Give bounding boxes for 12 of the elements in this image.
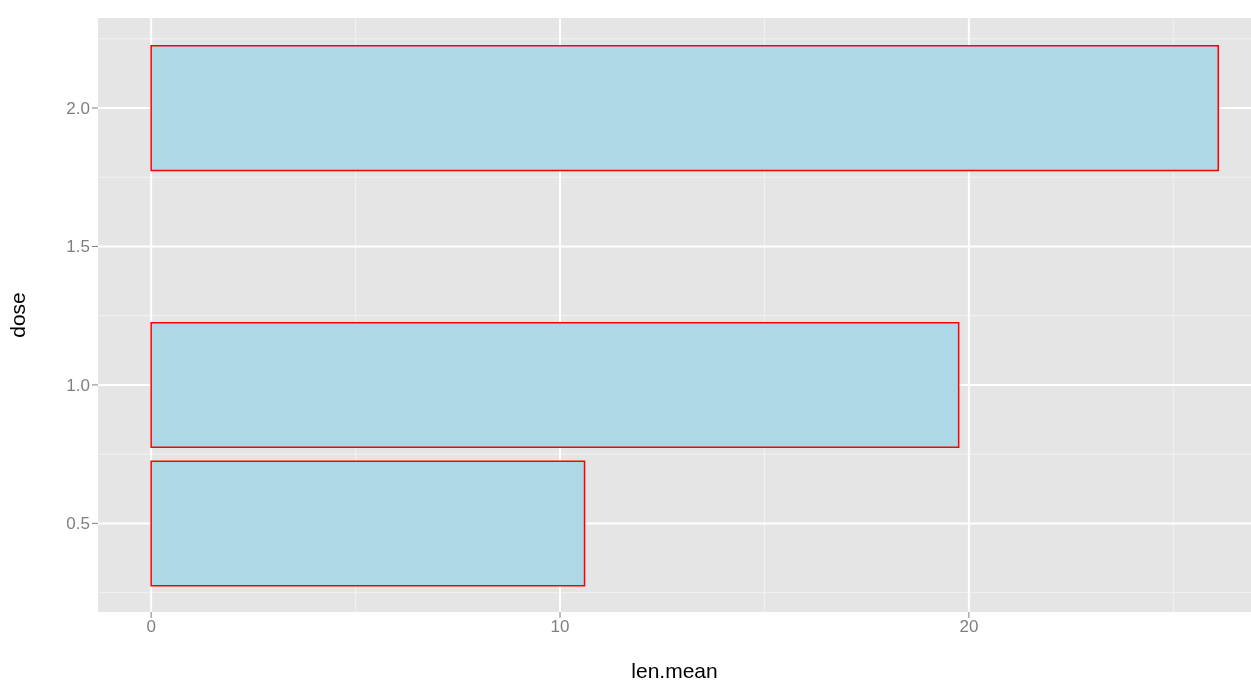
x-tick-label: 20 (959, 617, 979, 637)
x-tick-label: 0 (146, 617, 156, 637)
bar (150, 45, 1220, 172)
bar (150, 321, 960, 449)
y-axis-title: dose (6, 292, 30, 338)
x-tick-label: 10 (550, 617, 570, 637)
y-tick-label: 0.5 (66, 514, 90, 534)
bar (150, 460, 586, 587)
y-tick-label: 1.5 (66, 237, 90, 257)
x-axis-title: len.mean (631, 659, 718, 682)
y-tick-label: 2.0 (66, 99, 90, 119)
y-tick-label: 1.0 (66, 375, 90, 395)
